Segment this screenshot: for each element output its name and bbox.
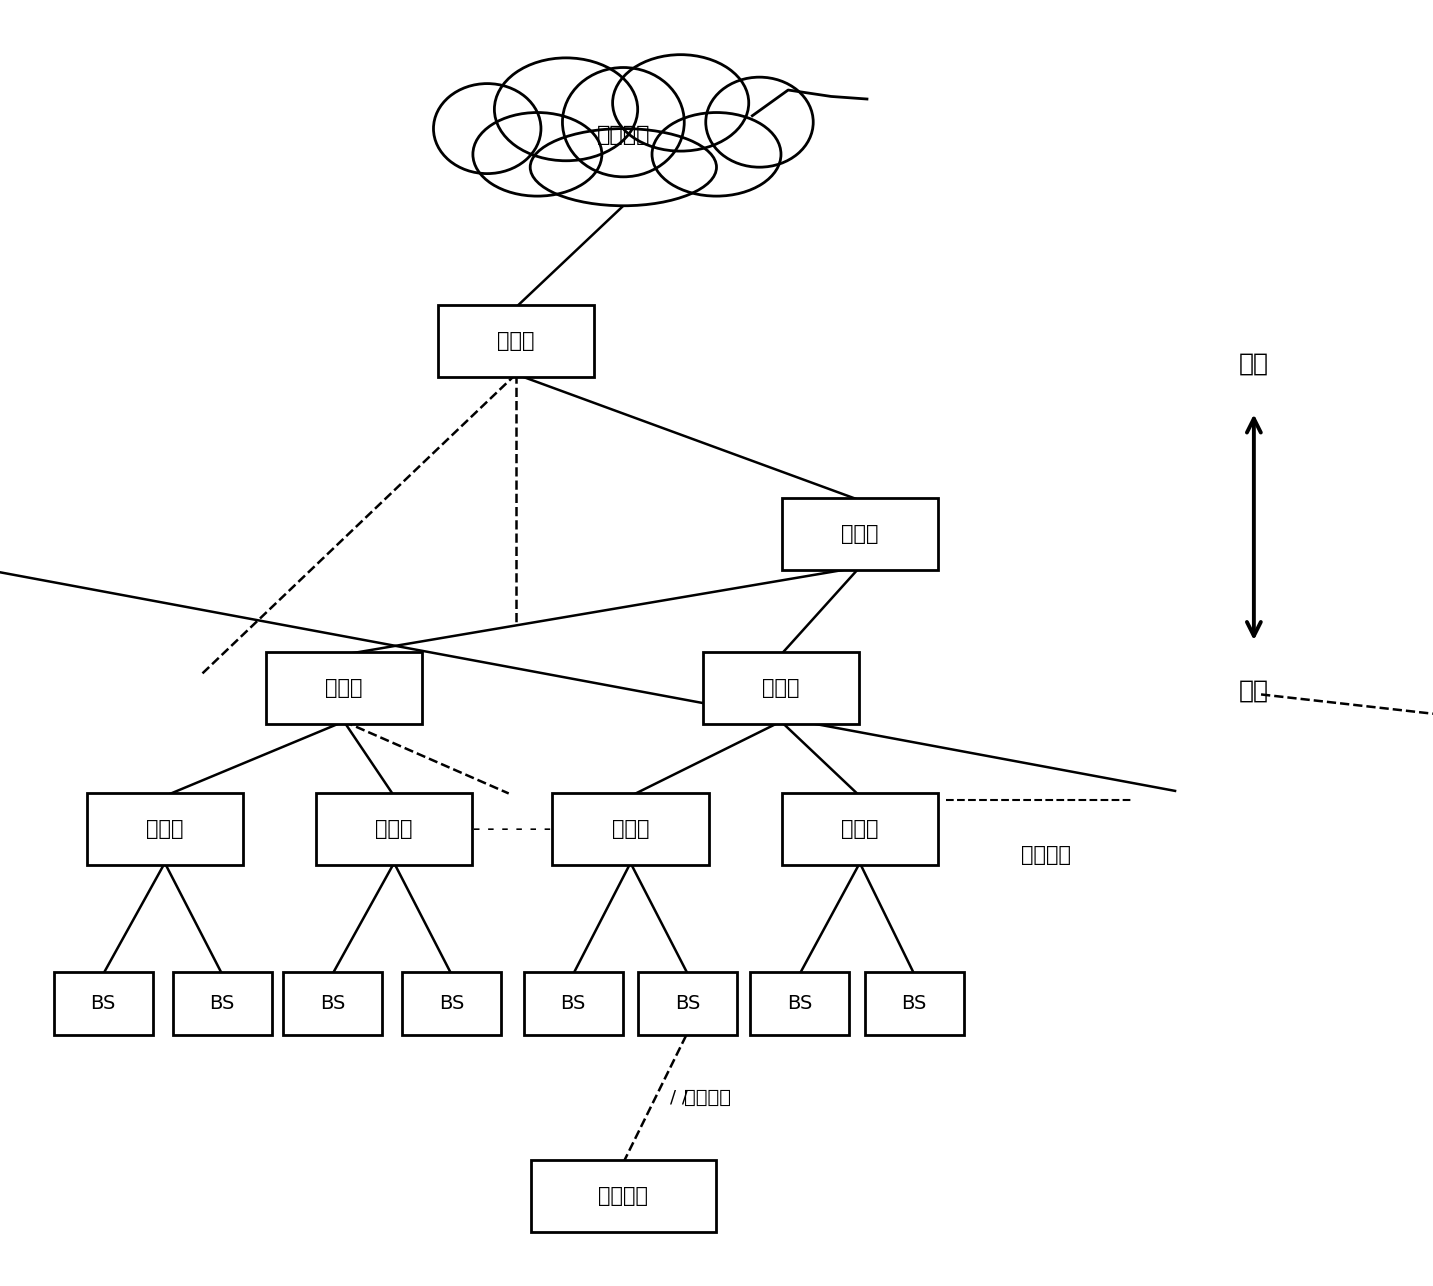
Text: 路由器: 路由器 — [841, 523, 878, 544]
Text: 路由器: 路由器 — [497, 331, 535, 351]
Ellipse shape — [705, 77, 813, 167]
FancyBboxPatch shape — [438, 305, 593, 377]
FancyBboxPatch shape — [172, 972, 271, 1034]
FancyBboxPatch shape — [401, 972, 500, 1034]
Ellipse shape — [562, 68, 685, 177]
FancyBboxPatch shape — [782, 498, 937, 570]
FancyBboxPatch shape — [317, 793, 473, 865]
FancyBboxPatch shape — [866, 972, 963, 1034]
Text: BS: BS — [787, 994, 813, 1012]
Text: BS: BS — [901, 994, 927, 1012]
Ellipse shape — [530, 129, 716, 206]
FancyBboxPatch shape — [86, 793, 242, 865]
FancyBboxPatch shape — [284, 972, 381, 1034]
FancyBboxPatch shape — [524, 972, 622, 1034]
Ellipse shape — [494, 58, 638, 161]
Ellipse shape — [652, 112, 781, 195]
FancyBboxPatch shape — [702, 652, 860, 724]
FancyBboxPatch shape — [53, 972, 152, 1034]
Text: 上层: 上层 — [1240, 351, 1268, 376]
Text: 无线基站: 无线基站 — [1022, 845, 1070, 865]
Ellipse shape — [612, 54, 748, 150]
Text: - - - - - -: - - - - - - — [473, 819, 552, 840]
Text: 路由器: 路由器 — [325, 678, 363, 698]
Text: BS: BS — [320, 994, 345, 1012]
Text: / /: / / — [669, 1088, 688, 1106]
Text: BS: BS — [560, 994, 586, 1012]
Text: 路由器: 路由器 — [612, 819, 649, 840]
FancyBboxPatch shape — [751, 972, 848, 1034]
Text: 路由器: 路由器 — [762, 678, 800, 698]
Ellipse shape — [433, 84, 540, 174]
Text: BS: BS — [90, 994, 116, 1012]
Text: 路由器: 路由器 — [375, 819, 413, 840]
FancyBboxPatch shape — [553, 793, 708, 865]
Text: BS: BS — [675, 994, 701, 1012]
Text: 路由器: 路由器 — [146, 819, 183, 840]
Text: 下层: 下层 — [1240, 679, 1268, 703]
Ellipse shape — [473, 112, 602, 195]
Text: 路由器: 路由器 — [841, 819, 878, 840]
FancyBboxPatch shape — [530, 1160, 715, 1232]
Text: BS: BS — [438, 994, 464, 1012]
Text: BS: BS — [209, 994, 235, 1012]
FancyBboxPatch shape — [267, 652, 421, 724]
FancyBboxPatch shape — [639, 972, 737, 1034]
Text: 外部网络: 外部网络 — [596, 125, 651, 145]
Text: 无线传输: 无线传输 — [685, 1088, 731, 1107]
Text: 移动终端: 移动终端 — [599, 1186, 648, 1206]
FancyBboxPatch shape — [782, 793, 937, 865]
